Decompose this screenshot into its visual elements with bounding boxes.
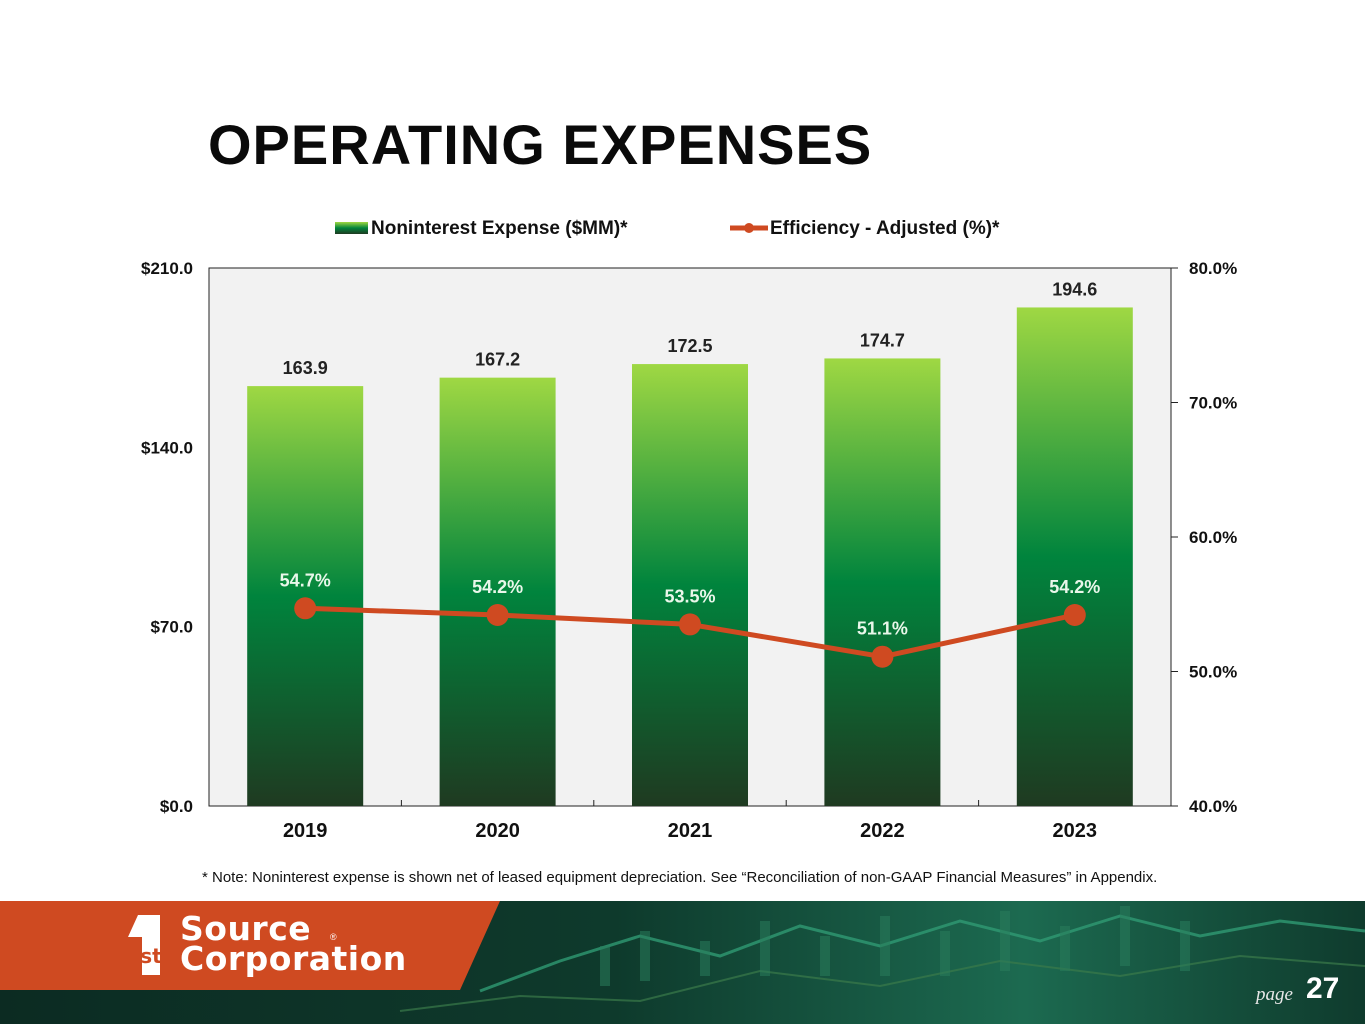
logo-text-corporation: Corporation xyxy=(180,939,407,978)
page-label: page xyxy=(1256,984,1293,1005)
bar xyxy=(824,358,941,806)
y-left-tick-label: $210.0 xyxy=(141,259,193,278)
bar-value-label: 163.9 xyxy=(283,358,328,378)
line-value-label: 54.7% xyxy=(280,570,331,590)
line-point xyxy=(1063,604,1086,627)
legend-label-bar: Noninterest Expense ($MM)* xyxy=(371,218,628,239)
y-right-tick-label: 40.0% xyxy=(1189,797,1237,816)
bar-value-label: 172.5 xyxy=(667,336,712,356)
y-right-tick-label: 70.0% xyxy=(1189,394,1237,413)
logo-icon: st xyxy=(128,915,162,975)
legend-label-line: Efficiency - Adjusted (%)* xyxy=(770,218,1000,239)
y-right-tick-label: 60.0% xyxy=(1189,528,1237,547)
market-graphic-decoration xyxy=(399,906,1365,1012)
y-right-tick-label: 50.0% xyxy=(1189,663,1237,682)
page-number: 27 xyxy=(1306,972,1340,1005)
x-tick-label: 2023 xyxy=(1053,820,1098,842)
y-left-tick-label: $70.0 xyxy=(150,618,193,637)
line-point xyxy=(679,613,701,636)
bar xyxy=(1016,307,1133,806)
bar xyxy=(247,386,364,806)
logo-text-source: Source xyxy=(180,909,312,948)
y-left-tick-label: $140.0 xyxy=(141,438,193,457)
bar xyxy=(439,377,556,806)
legend-line-marker xyxy=(744,223,754,233)
page-title: OPERATING EXPENSES xyxy=(208,113,873,176)
x-tick-label: 2020 xyxy=(475,820,520,842)
x-tick-label: 2022 xyxy=(860,820,905,842)
y-left-tick-label: $0.0 xyxy=(160,797,193,816)
bar xyxy=(632,364,748,806)
legend-bar-swatch xyxy=(335,222,368,234)
x-tick-label: 2021 xyxy=(668,820,713,842)
line-value-label: 54.2% xyxy=(1049,577,1100,597)
y-right-tick-label: 80.0% xyxy=(1189,259,1237,278)
line-point xyxy=(486,604,509,627)
bar-value-label: 174.7 xyxy=(860,330,905,350)
line-value-label: 51.1% xyxy=(857,619,908,639)
line-value-label: 53.5% xyxy=(664,586,715,606)
line-value-label: 54.2% xyxy=(472,577,523,597)
line-point xyxy=(871,645,894,668)
line-point xyxy=(294,597,317,620)
registered-mark-icon: ® xyxy=(330,932,337,942)
bar-value-label: 194.6 xyxy=(1052,279,1097,299)
logo-banner xyxy=(0,901,500,990)
footnote: * Note: Noninterest expense is shown net… xyxy=(202,869,1158,886)
bar-value-label: 167.2 xyxy=(475,350,520,370)
x-tick-label: 2019 xyxy=(283,820,328,842)
combo-chart: Noninterest Expense ($MM)* Efficiency - A… xyxy=(141,218,1237,842)
logo-mark-text: st xyxy=(140,944,162,968)
